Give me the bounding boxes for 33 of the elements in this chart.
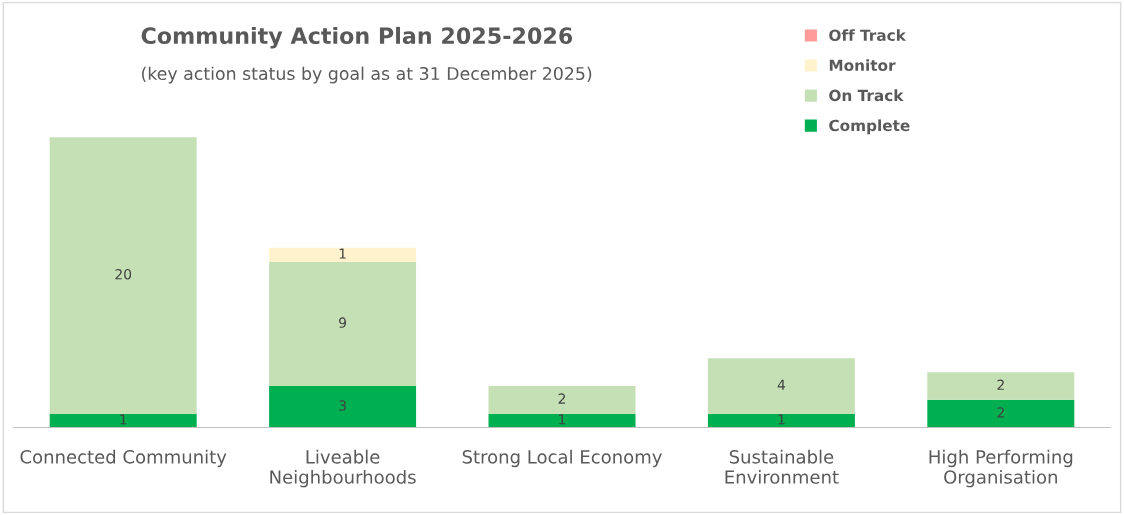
chart-title: Community Action Plan 2025-2026: [141, 26, 573, 49]
bar: [927, 399, 1075, 428]
data-label: 1: [559, 414, 566, 425]
bar: [707, 358, 855, 414]
x-tick-label: Liveable Neighbourhoods: [270, 449, 416, 488]
legend-label: On Track: [829, 89, 904, 102]
bar: [488, 413, 636, 428]
x-tick-label: High Performing Organisation: [929, 449, 1073, 488]
data-label: 3: [339, 400, 346, 411]
data-label: 1: [120, 414, 127, 425]
data-label: 1: [339, 248, 346, 259]
bar: [269, 261, 417, 386]
bar: [49, 137, 197, 414]
legend-label: Monitor: [829, 59, 896, 72]
bar: [927, 372, 1075, 400]
x-tick-label: Sustainable Environment: [725, 449, 839, 484]
bar: [707, 413, 855, 428]
x-tick-label: Strong Local Economy: [462, 449, 662, 468]
x-tick-label: Connected Community: [20, 449, 227, 468]
bar: [269, 386, 417, 428]
chart-subtitle: (key action status by goal as at 31 December 2025): [141, 66, 592, 84]
data-label: 20: [115, 269, 132, 280]
data-label: 2: [997, 407, 1004, 418]
data-label: 4: [777, 379, 786, 390]
data-label: 2: [558, 393, 566, 404]
bar: [49, 413, 197, 428]
bar: [488, 386, 636, 414]
legend-label: Complete: [829, 119, 910, 135]
data-label: 9: [339, 317, 347, 328]
data-label: 2: [997, 379, 1004, 390]
legend-label: Off Track: [829, 29, 907, 42]
bar: [269, 247, 417, 262]
data-label: 1: [778, 414, 785, 425]
